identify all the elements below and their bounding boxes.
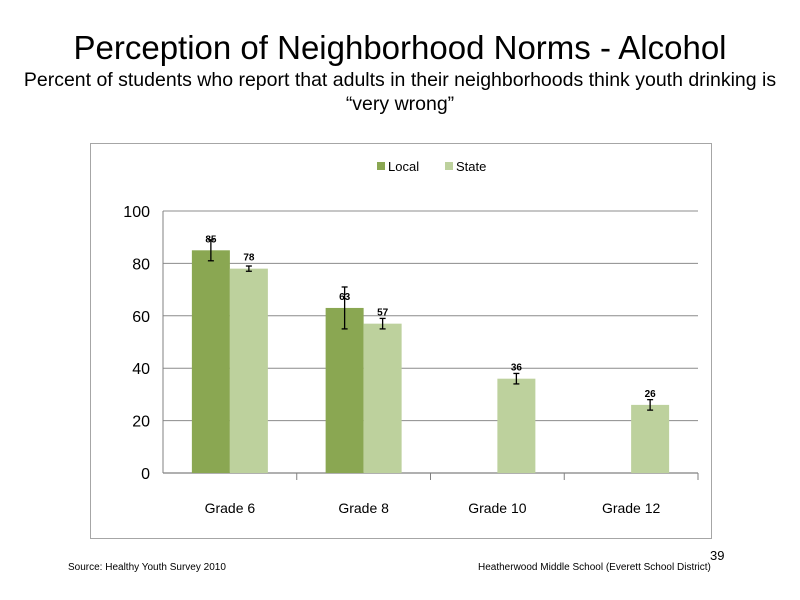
bar-local	[191, 250, 230, 473]
y-tick-label: 80	[132, 256, 150, 273]
bar-local	[325, 307, 364, 473]
y-tick-label: 0	[141, 466, 150, 483]
school-name: Heatherwood Middle School (Everett Schoo…	[478, 562, 711, 573]
x-tick-label: Grade 6	[205, 500, 256, 516]
legend-label: State	[456, 159, 486, 174]
y-tick-label: 60	[132, 309, 150, 326]
bar-state	[363, 323, 402, 473]
data-label: 85	[205, 234, 217, 245]
x-tick-label: Grade 12	[602, 500, 661, 516]
data-label: 78	[243, 253, 255, 264]
slide-title: Perception of Neighborhood Norms - Alcoh…	[73, 29, 727, 66]
chart-area: 0 20 40 60 80 100 Grade 6 85 78 Grade 8 63 57 Grade …	[90, 143, 712, 539]
legend-label: Local	[388, 159, 419, 174]
y-tick-label: 40	[132, 361, 150, 378]
y-tick-label: 100	[123, 204, 150, 221]
y-tick-label: 20	[132, 414, 150, 431]
x-tick-label: Grade 10	[468, 500, 527, 516]
legend-swatch-state	[445, 162, 453, 170]
page-number: 39	[710, 548, 725, 563]
x-tick-label: Grade 8	[338, 500, 389, 516]
data-label: 63	[339, 292, 351, 303]
slide-subtitle: Percent of students who report that adul…	[23, 69, 777, 115]
bar-state	[229, 268, 268, 473]
data-label: 57	[377, 308, 389, 319]
legend-swatch-local	[377, 162, 385, 170]
data-label: 36	[511, 363, 523, 374]
source-note: Source: Healthy Youth Survey 2010	[68, 562, 226, 573]
bar-state	[631, 404, 670, 473]
data-label: 26	[645, 389, 657, 400]
bar-state	[497, 378, 536, 473]
bar-chart: 0 20 40 60 80 100 Grade 6 85 78 Grade 8 63 57 Grade …	[123, 159, 699, 516]
